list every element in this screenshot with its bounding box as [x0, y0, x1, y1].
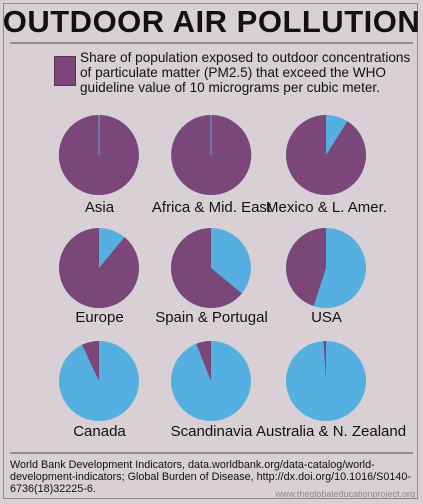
legend-swatch — [54, 56, 76, 86]
source-text: World Bank Development Indicators, data.… — [10, 459, 411, 495]
pie-label-mexico-l-amer: Mexico & L. Amer. — [266, 199, 387, 216]
pie-slice-exposed — [286, 228, 326, 307]
pie-slice-exposed — [81, 341, 99, 381]
pie-slice-exposed — [171, 228, 242, 308]
legend-text: Share of population exposed to outdoor c… — [80, 50, 411, 95]
pie-slice-exposed — [196, 341, 211, 381]
pie-label-canada: Canada — [73, 423, 126, 440]
source-divider — [10, 452, 413, 454]
pie-usa — [286, 228, 366, 308]
pie-slice-exposed — [59, 228, 140, 308]
pie-scandinavia — [171, 341, 251, 421]
pie-label-usa: USA — [311, 309, 342, 326]
pie-label-africa-mid-east: Africa & Mid. East — [151, 199, 272, 216]
pie-canada — [59, 341, 139, 421]
pie-label-scandinavia: Scandinavia — [170, 423, 253, 440]
page-title: OUTDOOR AIR POLLUTION — [2, 4, 421, 39]
poster-frame — [3, 3, 418, 499]
pie-label-australia-n-zealand: Australia & N. Zealand — [256, 423, 407, 440]
title-divider — [10, 42, 413, 44]
pie-label-europe: Europe — [75, 309, 124, 326]
pie-slice-exposed — [323, 341, 326, 381]
pie-slice-exposed — [285, 115, 366, 195]
footer-url: www.theglobaleducationproject.org — [275, 489, 415, 499]
pie-africa-mid-east — [171, 115, 252, 195]
pie-label-spain-portugal: Spain & Portugal — [155, 309, 268, 326]
pie-mexico-l-amer — [285, 115, 366, 195]
pie-spain-portugal — [171, 228, 251, 308]
pie-label-asia: Asia — [84, 199, 115, 216]
pie-asia — [58, 114, 139, 195]
pie-europe — [59, 228, 140, 308]
pie-australia-n-zealand — [286, 341, 366, 421]
